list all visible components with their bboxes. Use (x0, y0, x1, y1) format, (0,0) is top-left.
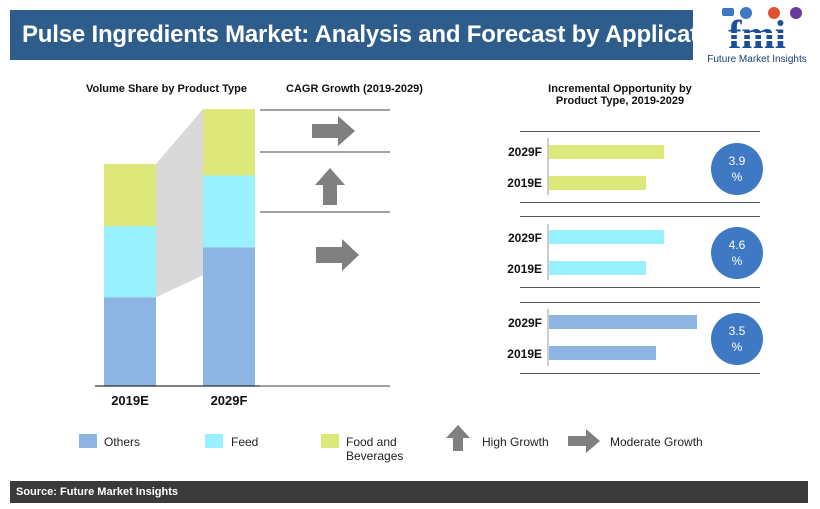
bar-segment-feed (203, 175, 255, 248)
cagr-value: 4.6 (728, 238, 746, 252)
cagr-unit: % (731, 170, 743, 184)
legend-label-food: Food and Beverages (346, 435, 403, 463)
legend-label-feed: Feed (231, 435, 259, 449)
cagr-circle: 3.5% (711, 313, 763, 365)
hbar-2019e (549, 261, 646, 275)
legend-swatch-food (321, 434, 339, 448)
incremental-header-line1: Incremental Opportunity by (548, 83, 692, 95)
legend-label-moderate-growth: Moderate Growth (610, 435, 703, 449)
fmi-logo: fmi (704, 7, 810, 57)
bar-segment-food-and-beverages (203, 109, 255, 176)
incremental-header-line2: Product Type, 2019-2029 (555, 95, 685, 107)
bar-segment-others (203, 247, 255, 386)
legend-label-others: Others (104, 435, 141, 449)
logo-dot-icon (790, 7, 802, 19)
bar-category-label: 2019E (507, 176, 542, 190)
x-tick-label: 2019E (111, 393, 149, 408)
page-title: Pulse Ingredients Market: Analysis and F… (22, 21, 734, 48)
hbar-2019e (549, 346, 656, 360)
legend-label-high-growth: High Growth (482, 435, 549, 449)
bar-segment-others (104, 297, 156, 386)
group-box (520, 216, 760, 288)
cagr-unit: % (731, 340, 743, 354)
bar-category-label: 2019E (507, 262, 542, 276)
bar-category-label: 2029F (507, 231, 542, 245)
cagr-value: 3.5 (728, 324, 746, 338)
bar-segment-food-and-beverages (104, 164, 156, 227)
legend-label-food-line2: Beverages (346, 449, 404, 463)
cagr-unit: % (731, 254, 743, 268)
connector-band (156, 109, 203, 298)
logo-dot-icon (740, 7, 752, 19)
high-growth-legend-icon (446, 425, 470, 451)
incremental-header: Incremental Opportunity by Product Type,… (520, 83, 720, 107)
logo-dot-icon (768, 7, 780, 19)
cagr-circle: 4.6% (711, 227, 763, 279)
cagr-header: CAGR Growth (2019-2029) (286, 83, 423, 95)
moderate-growth-arrow-icon (316, 239, 359, 271)
volume-share-header: Volume Share by Product Type (86, 83, 247, 95)
bar-category-label: 2029F (507, 145, 542, 159)
logo-dot-icon (722, 8, 734, 16)
legend-swatch-others (79, 434, 97, 448)
hbar-2029f (549, 230, 664, 244)
hbar-2019e (549, 176, 646, 190)
bar-category-label: 2019E (507, 347, 542, 361)
bar-category-label: 2029F (507, 316, 542, 330)
x-tick-label: 2029F (210, 393, 248, 408)
legend-swatch-feed (205, 434, 223, 448)
logo-subtitle: Future Market Insights (707, 54, 807, 65)
legend-label-food-line1: Food and (346, 435, 397, 449)
source-text: Source: Future Market Insights (16, 486, 178, 498)
cagr-value: 3.9 (728, 154, 746, 168)
high-growth-arrow-icon (315, 168, 345, 205)
footer-bar (10, 481, 808, 503)
hbar-2029f (549, 315, 697, 329)
bar-segment-feed (104, 226, 156, 298)
title-bar (10, 10, 693, 60)
hbar-2029f (549, 145, 664, 159)
group-box (520, 131, 760, 203)
group-box (520, 302, 760, 374)
moderate-growth-arrow-icon (312, 116, 355, 146)
moderate-growth-legend-icon (568, 429, 600, 453)
cagr-circle: 3.9% (711, 143, 763, 195)
